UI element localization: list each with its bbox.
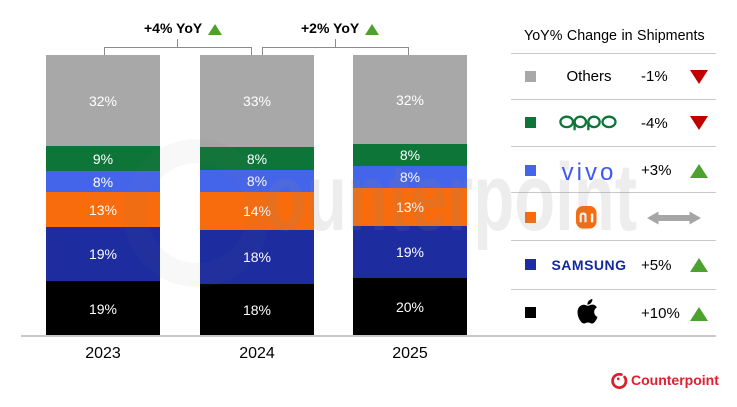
svg-text:ounterpoint: ounterpoint <box>265 144 637 251</box>
